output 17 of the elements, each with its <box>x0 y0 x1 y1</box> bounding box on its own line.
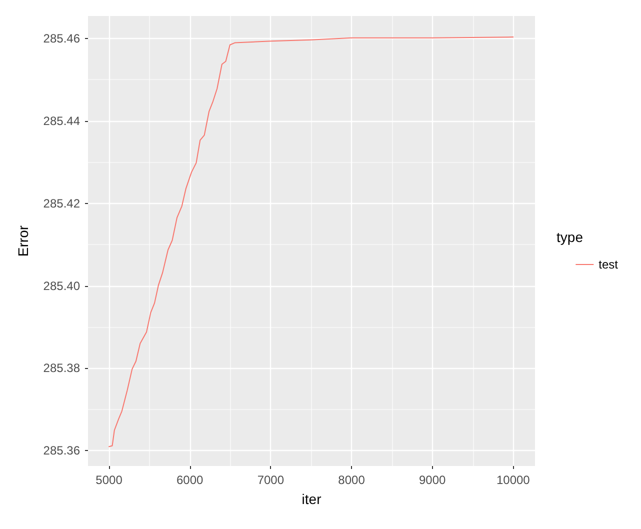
legend-title: type <box>556 229 584 245</box>
y-tick-label: 285.38 <box>43 361 80 376</box>
x-axis-title: iter <box>302 491 322 507</box>
y-tick-label: 285.46 <box>43 31 80 46</box>
legend-label: test <box>598 258 619 272</box>
y-tick-label: 285.42 <box>43 196 80 210</box>
x-tick-label: 9000 <box>418 473 446 487</box>
y-axis-title: Error <box>15 225 31 257</box>
x-tick-label: 5000 <box>96 473 123 487</box>
line-series <box>108 36 514 448</box>
x-tick-label: 8000 <box>338 473 366 487</box>
y-tick-label: 285.40 <box>43 278 80 293</box>
x-tick-label: 7000 <box>257 473 284 487</box>
x-tick-label: 6000 <box>176 473 204 487</box>
x-tick-label: 10000 <box>496 473 530 487</box>
y-tick-label: 285.36 <box>43 444 80 458</box>
y-tick-label: 285.44 <box>43 114 80 128</box>
